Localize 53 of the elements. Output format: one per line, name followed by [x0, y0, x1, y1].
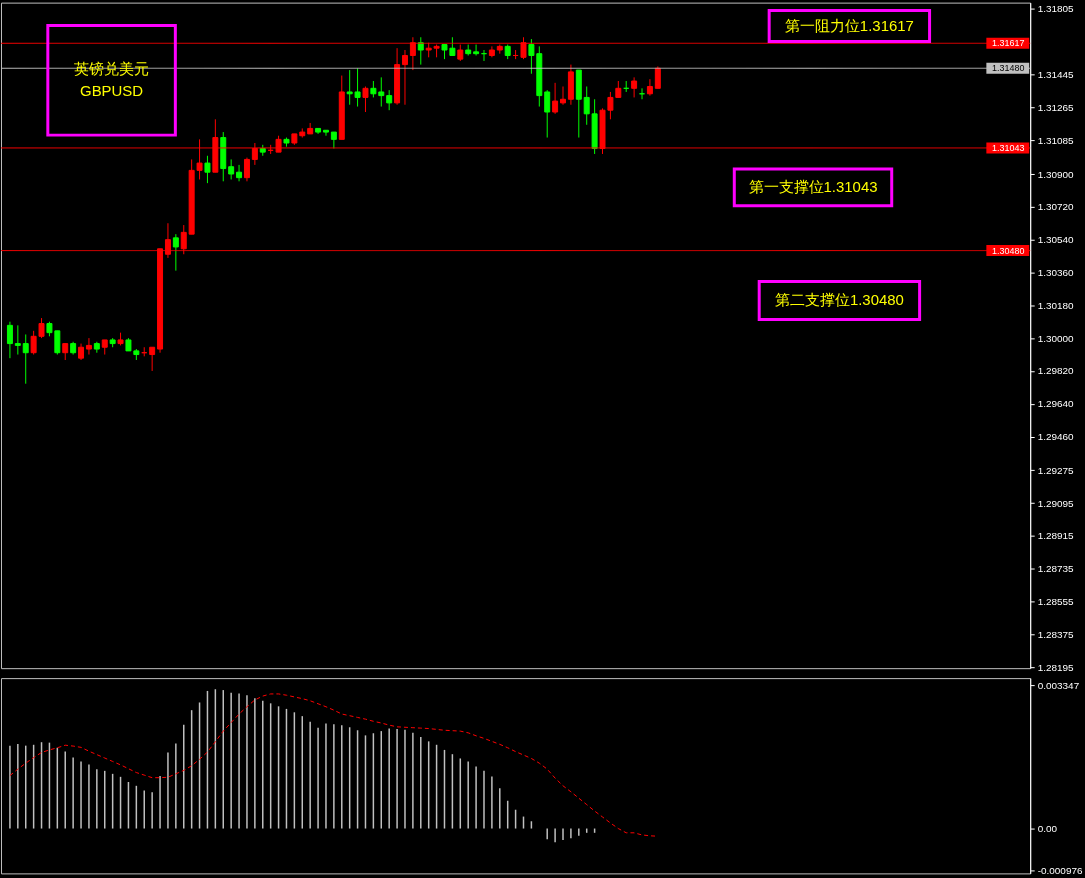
y-tick-label: 1.29095	[1037, 497, 1075, 509]
candlestick	[417, 36, 424, 66]
y-tick-label: 1.28555	[1037, 596, 1075, 608]
candlestick	[236, 164, 243, 182]
annotation: 第二支撑位1.30480	[774, 291, 904, 309]
annotation: 第一阻力位1.31617	[784, 17, 914, 35]
y-tick-label: 1.31805	[1037, 3, 1075, 15]
candlestick	[204, 155, 211, 184]
candlestick	[172, 233, 179, 272]
y-tick-label: 1.30180	[1037, 299, 1075, 311]
ref-line-label: 1.30480	[992, 245, 1025, 256]
ref-line-label: 1.31043	[992, 142, 1025, 153]
candlestick	[646, 78, 653, 97]
y-tick-label: 1.30360	[1037, 266, 1075, 278]
y-tick-label: 1.30000	[1037, 332, 1075, 344]
annotation: 英镑兑美元 GBPUSD	[74, 60, 150, 100]
y-tick-label: 1.31085	[1037, 134, 1075, 146]
ref-line-label: 1.31617	[992, 38, 1025, 49]
ref-line-label: 1.31480	[992, 63, 1025, 74]
y-tick-label: 1.28915	[1037, 530, 1075, 542]
y-tick-label: 1.28375	[1037, 628, 1075, 640]
y-tick-label: 1.31445	[1037, 69, 1075, 81]
candlestick	[6, 321, 13, 359]
y-tick-label: 1.29820	[1037, 365, 1075, 377]
candlestick	[386, 89, 393, 111]
y-tick-label: 1.30720	[1037, 201, 1075, 213]
y-tick-label: 1.30900	[1037, 168, 1075, 180]
y-tick-label: 0.00	[1037, 823, 1058, 835]
annotation: 第一支撑位1.31043	[748, 178, 878, 196]
y-tick-label: 1.29460	[1037, 431, 1075, 443]
y-tick-label: 0.003347	[1037, 680, 1080, 691]
y-tick-label: 1.29640	[1037, 398, 1075, 410]
candlestick	[401, 49, 408, 106]
candlestick	[654, 65, 661, 89]
candlestick	[552, 82, 559, 115]
candlestick	[322, 129, 329, 137]
y-tick-label: 1.31265	[1037, 101, 1075, 113]
candlestick	[14, 324, 21, 356]
y-tick-label: 1.30540	[1037, 234, 1075, 246]
candlestick	[362, 85, 369, 113]
y-tick-label: 1.28735	[1037, 563, 1075, 575]
candlestick	[544, 89, 551, 139]
candlestick	[243, 157, 250, 182]
candlestick	[228, 158, 235, 180]
candlestick	[473, 44, 480, 56]
candlestick	[22, 333, 29, 385]
candlestick	[560, 85, 566, 106]
y-tick-label: 1.28195	[1037, 661, 1075, 673]
candlestick	[631, 76, 638, 98]
candlestick	[149, 346, 156, 372]
y-tick-label: -0.000976	[1037, 864, 1083, 876]
candlestick	[85, 337, 92, 356]
y-tick-label: 1.29275	[1037, 464, 1075, 476]
